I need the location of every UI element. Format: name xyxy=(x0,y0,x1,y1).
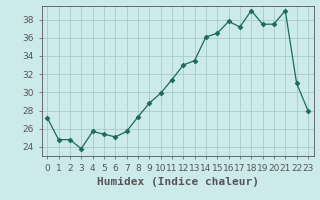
X-axis label: Humidex (Indice chaleur): Humidex (Indice chaleur) xyxy=(97,177,259,187)
